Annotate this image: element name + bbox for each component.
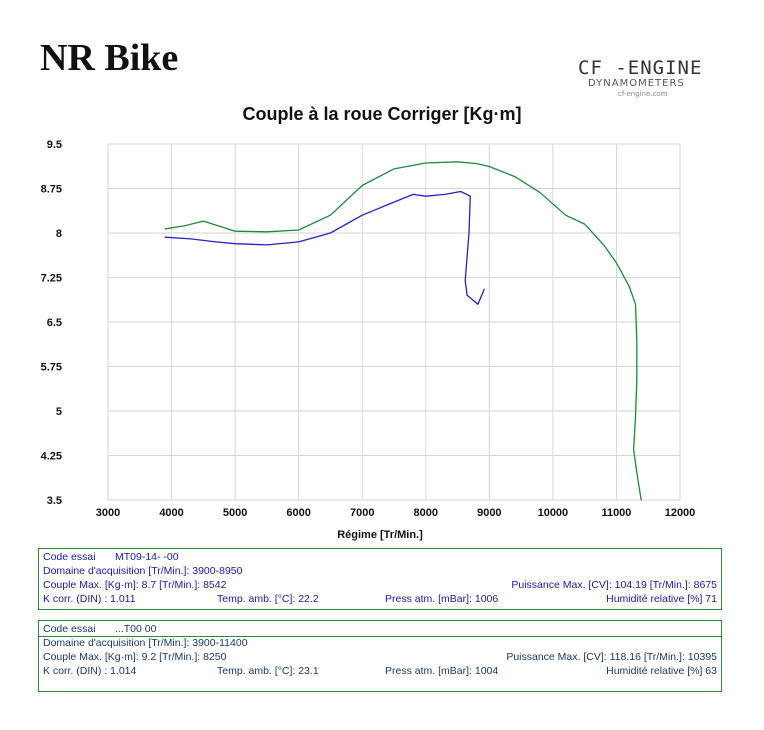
x-tick-label: 9000 <box>477 507 501 519</box>
y-tick-label: 9.5 <box>47 139 62 151</box>
press-text: Press atm. [mBar]: 1004 <box>385 665 499 677</box>
k-corr-text: K corr. (DIN) : 1.011 <box>43 593 136 605</box>
logo-web-text: cf-engine.com <box>618 90 668 98</box>
code-value: MT09-14- -00 <box>115 551 179 563</box>
code-value: ...T00 00 <box>115 623 157 635</box>
x-axis-label: Régime [Tr/Min.] <box>337 529 423 541</box>
test-info-panel-1: Code essai MT09-14- -00 Domaine d'acquis… <box>38 548 722 610</box>
y-tick-label: 8.75 <box>41 184 62 196</box>
info-divider <box>39 636 721 637</box>
info-row-max: Couple Max. [Kg·m]: 8.7 [Tr/Min.]: 8542 … <box>43 579 717 593</box>
temp-text: Temp. amb. [°C]: 23.1 <box>217 665 319 677</box>
x-tick-label: 12000 <box>665 507 696 519</box>
y-tick-label: 6.5 <box>47 317 62 329</box>
x-tick-label: 11000 <box>601 507 631 519</box>
test-info-panel-2: Code essai ...T00 00 Domaine d'acquisiti… <box>38 620 722 692</box>
code-label: Code essai <box>43 551 96 563</box>
x-tick-labels: 3000 4000 5000 6000 7000 8000 9000 10000 11000 12… <box>96 507 696 519</box>
logo-main-text: CF -ENGINE <box>578 57 703 79</box>
temp-text: Temp. amb. [°C]: 22.2 <box>217 593 319 605</box>
domain-text: Domaine d'acquisition [Tr/Min.]: 3900-89… <box>43 565 243 577</box>
x-tick-label: 4000 <box>159 507 183 519</box>
humid-text: Humidité relative [%] 71 <box>606 593 717 605</box>
brand-title: NR Bike <box>40 37 179 79</box>
x-tick-label: 6000 <box>286 507 310 519</box>
chart-title: Couple à la roue Corriger [Kg·m] <box>242 104 522 124</box>
torque-chart: 9.5 8.75 8 7.25 6.5 5.75 5 4.25 3.5 3000 4000 5000… <box>41 139 696 541</box>
info-row-code: Code essai ...T00 00 <box>43 623 717 637</box>
couple-max-text: Couple Max. [Kg·m]: 8.7 [Tr/Min.]: 8542 <box>43 579 227 591</box>
info-row-conditions: K corr. (DIN) : 1.011 Temp. amb. [°C]: 2… <box>43 593 717 607</box>
humid-text: Humidité relative [%] 63 <box>606 665 717 677</box>
info-row-domain: Domaine d'acquisition [Tr/Min.]: 3900-89… <box>43 565 717 579</box>
y-tick-label: 5.75 <box>41 362 62 374</box>
info-row-code: Code essai MT09-14- -00 <box>43 551 717 565</box>
y-tick-label: 3.5 <box>47 495 62 507</box>
y-tick-label: 4.25 <box>41 451 62 463</box>
x-tick-label: 5000 <box>223 507 247 519</box>
y-tick-label: 5 <box>56 406 62 418</box>
y-tick-labels: 9.5 8.75 8 7.25 6.5 5.75 5 4.25 3.5 <box>41 139 62 507</box>
x-tick-label: 7000 <box>350 507 374 519</box>
series-lines <box>164 161 642 501</box>
info-row-max: Couple Max. [Kg·m]: 9.2 [Tr/Min.]: 8250 … <box>43 651 717 665</box>
y-tick-label: 8 <box>56 228 62 240</box>
code-label: Code essai <box>43 623 96 635</box>
x-tick-label: 3000 <box>96 507 120 519</box>
k-corr-text: K corr. (DIN) : 1.014 <box>43 665 137 677</box>
puissance-max-text: Puissance Max. [CV]: 104.19 [Tr/Min.]: 8… <box>511 579 717 591</box>
domain-text: Domaine d'acquisition [Tr/Min.]: 3900-11… <box>43 637 248 649</box>
x-tick-label: 10000 <box>538 507 569 519</box>
series-line <box>164 190 485 305</box>
puissance-max-text: Puissance Max. [CV]: 118.16 [Tr/Min.]: 1… <box>506 651 717 663</box>
couple-max-text: Couple Max. [Kg·m]: 9.2 [Tr/Min.]: 8250 <box>43 651 227 663</box>
press-text: Press atm. [mBar]: 1006 <box>385 593 499 605</box>
series-line <box>164 161 642 501</box>
x-tick-label: 8000 <box>414 507 438 519</box>
info-row-conditions: K corr. (DIN) : 1.014 Temp. amb. [°C]: 2… <box>43 665 717 679</box>
cf-engine-logo: CF -ENGINE DYNAMOMETERS cf-engine.com <box>578 58 728 102</box>
info-row-domain: Domaine d'acquisition [Tr/Min.]: 3900-11… <box>43 637 717 651</box>
y-tick-label: 7.25 <box>41 273 62 285</box>
grid-lines <box>107 143 681 501</box>
logo-sub-text: DYNAMOMETERS <box>588 78 685 89</box>
